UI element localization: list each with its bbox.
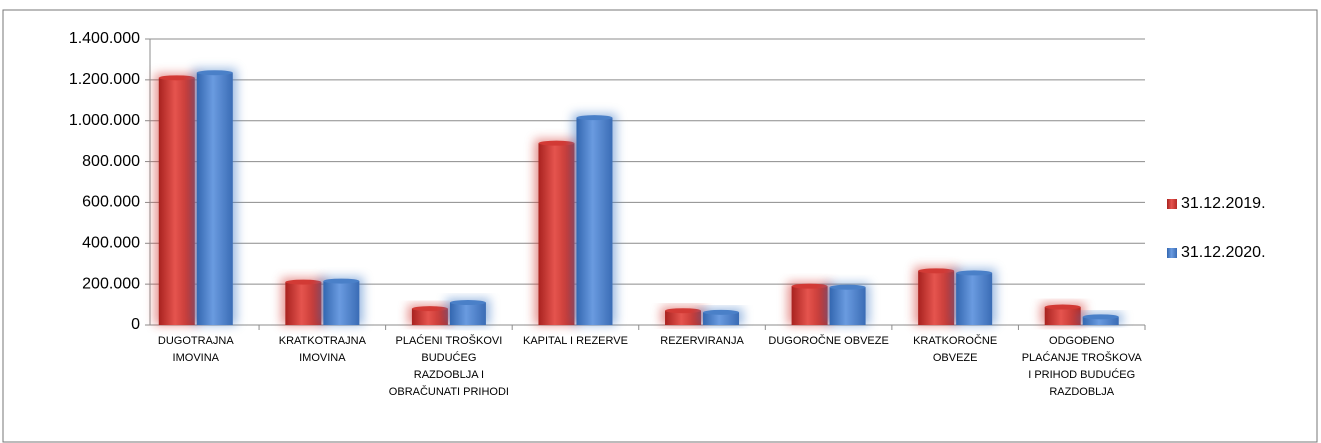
x-tick-label: DUGOROČNE OBVEZE [768,335,889,347]
x-tick-label: KAPITAL I REZERVE [522,335,628,347]
bar-cap [411,306,448,312]
bar-cap [1082,314,1119,320]
bar [285,282,322,325]
y-tick-label: 0 [131,316,140,333]
y-tick-label: 400.000 [82,235,140,252]
x-tick-label: PLAĆENI TROŠKOVI BUDUĆEG RAZDOBLJA I OBR… [388,335,509,398]
legend-swatch [1167,248,1177,258]
bar [829,287,866,325]
y-tick-label: 200.000 [82,275,140,292]
bar-cap [576,115,613,121]
bar [918,270,955,325]
x-tick-label: REZERVIRANJA [660,335,744,347]
bar [411,308,448,325]
bar [665,310,702,325]
y-tick-label: 600.000 [82,194,140,211]
bar-cap [196,70,233,76]
legend-label: 31.12.2019. [1181,195,1266,212]
legend-label: 31.12.2020. [1181,244,1266,261]
y-tick-label: 1.400.000 [69,30,140,47]
bar-cap [703,309,740,315]
bar [791,286,828,325]
y-tick-label: 1.000.000 [69,112,140,129]
legend-swatch [1167,199,1177,209]
bar [449,302,486,325]
bar [1082,316,1119,325]
x-tick-label: DUGOTRAJNA IMOVINA [157,335,234,364]
bar [576,117,613,326]
bar [1044,307,1081,325]
chart-border [2,9,1318,443]
bar [158,77,195,325]
bar [538,143,575,325]
x-tick-label: KRATKOTRAJNA IMOVINA [278,335,366,364]
y-tick-label: 1.200.000 [69,71,140,88]
bar-cap [158,75,195,81]
bar-cap [829,284,866,290]
bar-cap [323,278,360,284]
bar [956,272,993,325]
bar-cap [791,283,828,289]
bar-cap [285,279,322,285]
bar-cap [665,308,702,314]
bar-cap [538,140,575,146]
bar-cap [918,268,955,274]
bar [703,312,740,325]
y-tick-label: 800.000 [82,153,140,170]
bar [196,72,233,325]
x-tick-label: ODGOĐENO PLAĆANJE TROŠKOVA I PRIHOD BUDU… [1021,335,1142,398]
bar-cap [956,270,993,276]
bar-cap [1044,304,1081,310]
bar-cap [449,300,486,306]
x-tick-label: KRATKOROČNE OBVEZE [913,335,998,364]
bar [323,281,360,325]
